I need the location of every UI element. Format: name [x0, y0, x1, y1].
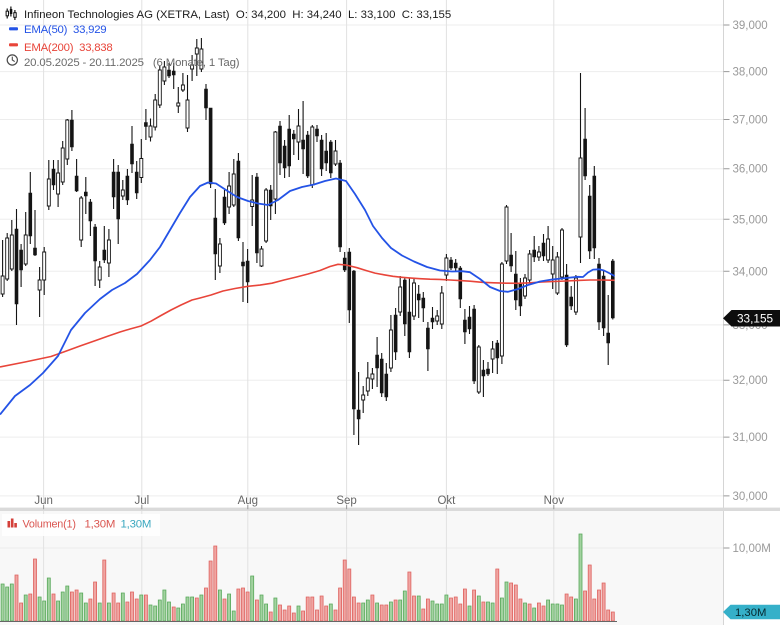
svg-text:35,000: 35,000	[733, 214, 768, 226]
svg-text:33,155: 33,155	[737, 312, 774, 326]
svg-text:10,00M: 10,00M	[733, 543, 771, 555]
svg-text:Okt: Okt	[437, 495, 456, 507]
svg-text:37,000: 37,000	[733, 115, 768, 127]
svg-text:Infineon Technologies AG (XETR: Infineon Technologies AG (XETRA, Last) O…	[24, 9, 451, 21]
svg-text:34,000: 34,000	[733, 266, 768, 278]
svg-text:Volumen(1): Volumen(1)	[23, 518, 76, 530]
svg-text:20.05.2025 - 20.11.2025 (6 M: 20.05.2025 - 20.11.2025 (6 Monate, 1 Tag…	[24, 57, 240, 69]
svg-text:30,000: 30,000	[733, 491, 768, 503]
svg-text:31,000: 31,000	[733, 432, 768, 444]
svg-text:Jul: Jul	[134, 495, 149, 507]
svg-text:1,30M: 1,30M	[85, 518, 116, 530]
svg-text:Sep: Sep	[336, 495, 356, 507]
svg-text:32,000: 32,000	[733, 375, 768, 387]
svg-text:Nov: Nov	[544, 495, 565, 507]
svg-text:Jun: Jun	[34, 495, 53, 507]
svg-text:1,30M: 1,30M	[735, 607, 766, 619]
svg-text:Aug: Aug	[238, 495, 258, 507]
svg-text:38,000: 38,000	[733, 67, 768, 79]
svg-text:EMA(200) 33,838: EMA(200) 33,838	[24, 42, 112, 54]
svg-text:36,000: 36,000	[733, 164, 768, 176]
svg-text:1,30M: 1,30M	[121, 518, 152, 530]
svg-text:EMA(50) 33,929: EMA(50) 33,929	[24, 24, 106, 36]
svg-text:39,000: 39,000	[733, 20, 768, 32]
